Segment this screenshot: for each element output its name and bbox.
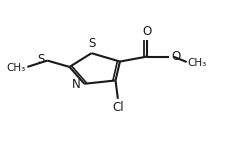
Text: Cl: Cl <box>112 101 124 113</box>
Text: S: S <box>88 37 95 50</box>
Text: CH₃: CH₃ <box>188 58 207 68</box>
Text: S: S <box>37 53 45 66</box>
Text: CH₃: CH₃ <box>6 63 25 73</box>
Text: O: O <box>171 50 180 63</box>
Text: O: O <box>142 25 151 38</box>
Text: N: N <box>71 78 80 91</box>
